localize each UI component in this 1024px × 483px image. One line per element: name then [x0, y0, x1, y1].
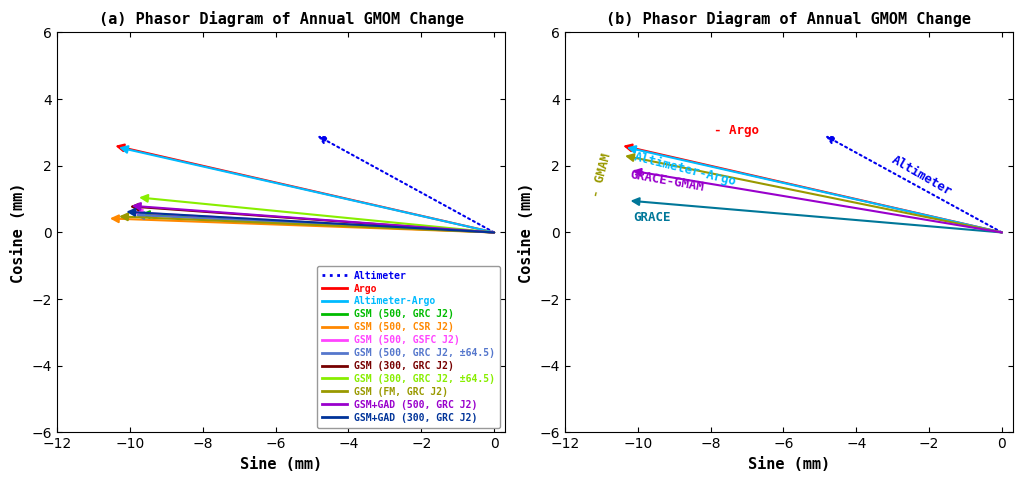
Legend: Altimeter, Argo, Altimeter-Argo, GSM (500, GRC J2), GSM (500, CSR J2), GSM (500,: Altimeter, Argo, Altimeter-Argo, GSM (50…: [317, 266, 500, 427]
Text: Altimeter-Argo: Altimeter-Argo: [633, 150, 737, 188]
X-axis label: Sine (mm): Sine (mm): [748, 457, 829, 472]
Text: Altimeter: Altimeter: [890, 153, 954, 199]
Title: (a) Phasor Diagram of Annual GMOM Change: (a) Phasor Diagram of Annual GMOM Change: [98, 11, 464, 27]
X-axis label: Sine (mm): Sine (mm): [240, 457, 323, 472]
Text: GRACE: GRACE: [634, 211, 671, 224]
Text: GRACE-GMAM: GRACE-GMAM: [629, 168, 705, 194]
Text: - Argo: - Argo: [714, 124, 759, 137]
Text: - GMAM: - GMAM: [589, 152, 613, 199]
Y-axis label: Cosine (mm): Cosine (mm): [11, 182, 26, 283]
Y-axis label: Cosine (mm): Cosine (mm): [519, 182, 534, 283]
Title: (b) Phasor Diagram of Annual GMOM Change: (b) Phasor Diagram of Annual GMOM Change: [606, 11, 972, 27]
